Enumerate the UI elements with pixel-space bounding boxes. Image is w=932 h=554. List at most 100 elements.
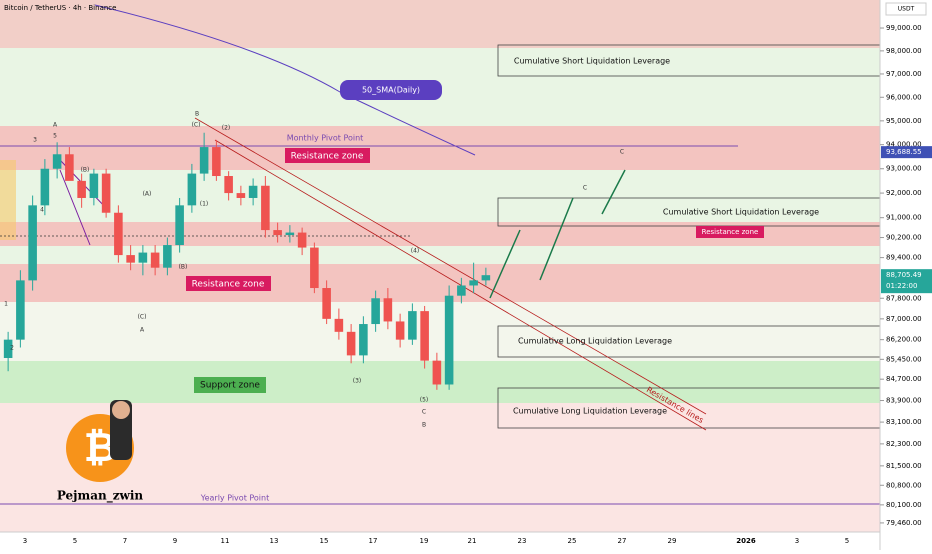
x-tick-label: 9 — [173, 537, 177, 545]
wave-label: 4 — [40, 207, 44, 214]
wave-label: C — [620, 149, 624, 156]
x-tick-label: 29 — [668, 537, 677, 545]
candle-body — [65, 154, 74, 181]
wave-label: 5 — [53, 133, 57, 140]
wave-label: (4) — [411, 248, 420, 255]
candle-body — [3, 339, 13, 359]
candle-body — [273, 230, 282, 236]
price-mark — [881, 146, 932, 159]
resistance-zone: Resistance zone — [192, 280, 265, 290]
currency: USDT — [898, 6, 915, 13]
candle-body — [444, 295, 454, 385]
yearly-pivot: Yearly Pivot Point — [200, 494, 269, 503]
wave-label: (B) — [81, 167, 90, 174]
candle-body — [175, 205, 184, 246]
candle-body — [469, 280, 478, 286]
y-tick-label: 96,000.00 — [886, 93, 922, 101]
candle-body — [150, 252, 160, 268]
candles — [3, 132, 491, 390]
x-tick-label: 25 — [568, 537, 577, 545]
x-tick-label: 21 — [468, 537, 477, 545]
wave-label: (C) — [192, 122, 201, 129]
countdown: 01:22:00 — [886, 282, 917, 290]
candle-body — [346, 331, 356, 356]
y-tick-label: 79,460.00 — [886, 519, 922, 527]
candle-body — [420, 311, 429, 361]
candle-body — [432, 360, 442, 385]
candle-body — [126, 255, 135, 263]
short-liquidation: Cumulative Short Liquidation Leverage — [663, 208, 819, 217]
y-tick-label: 89,400.00 — [886, 254, 922, 262]
candle-body — [236, 193, 246, 198]
candle-body — [395, 321, 405, 340]
wave-label: A — [53, 122, 58, 129]
candle-body — [52, 154, 62, 169]
candle-body — [297, 232, 307, 248]
candle-body — [187, 173, 197, 206]
candle-body — [371, 298, 380, 325]
x-tick-label: 15 — [320, 537, 329, 545]
price-label: 93,688.55 — [886, 148, 922, 156]
resistance-zone: Resistance zone — [702, 228, 759, 236]
y-tick-label: 84,700.00 — [886, 375, 922, 383]
candle-body — [101, 173, 111, 213]
support-zone: Support zone — [200, 381, 260, 391]
candle-body — [334, 318, 344, 332]
wave-label: C — [422, 409, 426, 416]
x-tick-label: 23 — [518, 537, 527, 545]
y-tick-label: 87,000.00 — [886, 315, 922, 323]
candle-body — [285, 232, 295, 236]
wave-label: 1 — [4, 301, 8, 308]
candle-body — [383, 298, 393, 322]
resistance-zone: Resistance zone — [291, 152, 364, 162]
x-tick-label: 27 — [618, 537, 627, 545]
y-tick-label: 81,500.00 — [886, 462, 922, 470]
candle-body — [199, 147, 209, 174]
y-tick-label: 98,000.00 — [886, 47, 922, 55]
wave-label: (A) — [143, 191, 152, 198]
y-tick-label: 99,000.00 — [886, 24, 922, 32]
y-tick-label: 85,450.00 — [886, 355, 922, 363]
wave-label: B — [422, 422, 426, 429]
candle-body — [212, 147, 221, 177]
wave-label: (B) — [179, 264, 188, 271]
candle-body — [322, 288, 331, 319]
wave-label: (3) — [353, 378, 362, 385]
x-tick-label: 19 — [420, 537, 429, 545]
y-tick-label: 86,200.00 — [886, 336, 922, 344]
x-tick-label: 3 — [23, 537, 27, 545]
y-tick-label: 93,000.00 — [886, 165, 922, 173]
x-tick-label: 11 — [221, 537, 230, 545]
wave-label: (1) — [200, 201, 209, 208]
y-tick-label: 80,100.00 — [886, 501, 922, 509]
candle-body — [224, 176, 233, 194]
wave-label: (2) — [222, 125, 231, 132]
long-liquidation: Cumulative Long Liquidation Leverage — [518, 337, 672, 346]
y-tick-label: 92,000.00 — [886, 189, 922, 197]
y-tick-label: 90,200.00 — [886, 234, 922, 242]
candle-body — [40, 168, 50, 206]
candle-body — [310, 247, 319, 289]
x-tick-label: 5 — [73, 537, 77, 545]
candle-body — [138, 252, 148, 263]
wave-label: C — [583, 185, 587, 192]
price-mark — [881, 269, 932, 294]
wave-label: 2 — [10, 345, 14, 352]
y-tick-label: 91,000.00 — [886, 214, 922, 222]
candle-body — [28, 205, 37, 281]
y-tick-label: 83,100.00 — [886, 418, 922, 426]
price-label: 88,705.49 — [886, 271, 922, 279]
candle-body — [359, 324, 368, 356]
candle-body — [77, 180, 86, 198]
candle-body — [457, 285, 466, 296]
candle-body — [114, 212, 123, 256]
wave-label: (5) — [420, 397, 429, 404]
x-tick-label: 17 — [369, 537, 378, 545]
chart-title: Bitcoin / TetherUS · 4h · Binance — [4, 4, 116, 12]
x-tick-label: 3 — [795, 537, 799, 545]
candle-body — [248, 185, 258, 198]
candle-body — [89, 173, 99, 198]
long-liquidation: Cumulative Long Liquidation Leverage — [513, 407, 667, 416]
